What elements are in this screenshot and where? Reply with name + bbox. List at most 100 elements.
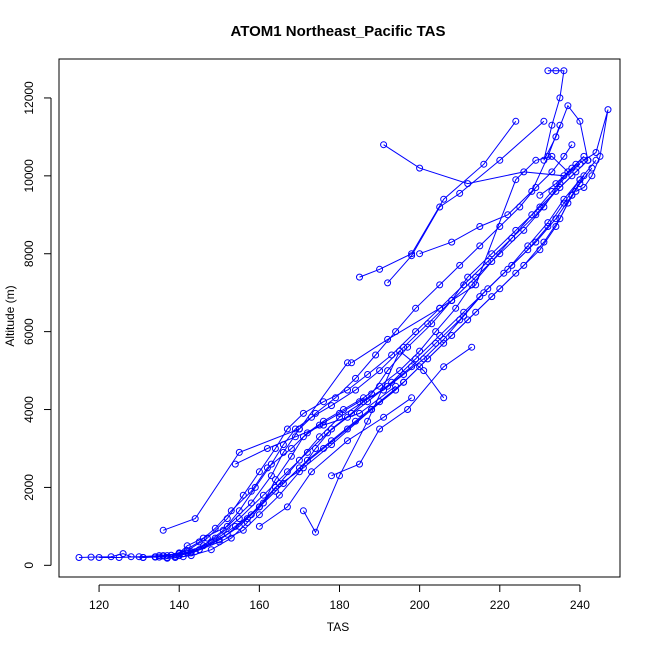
data-point xyxy=(380,413,388,421)
data-point xyxy=(440,339,448,347)
data-point xyxy=(283,425,291,433)
data-point xyxy=(580,184,588,191)
series-line xyxy=(259,397,412,527)
data-point xyxy=(259,491,267,499)
data-point xyxy=(408,252,416,260)
data-point xyxy=(87,553,95,561)
x-axis-label: TAS xyxy=(327,620,349,634)
data-point xyxy=(436,332,444,339)
series-22 xyxy=(243,378,408,523)
data-point xyxy=(440,363,448,371)
series-line xyxy=(235,385,396,465)
data-point xyxy=(568,141,576,149)
data-point xyxy=(552,180,560,188)
data-point xyxy=(516,203,524,211)
y-tick-label: 8000 xyxy=(22,240,36,267)
data-point xyxy=(568,172,576,180)
data-point xyxy=(476,223,484,230)
data-point xyxy=(400,343,408,351)
data-point xyxy=(532,156,540,164)
data-point xyxy=(412,304,420,312)
series-23 xyxy=(231,382,400,468)
data-point xyxy=(299,507,307,515)
data-point xyxy=(536,191,544,199)
data-point xyxy=(119,550,127,558)
data-point xyxy=(408,250,416,258)
data-point xyxy=(207,546,215,554)
data-point xyxy=(500,269,508,277)
data-point xyxy=(556,215,564,223)
data-point xyxy=(376,367,384,375)
data-point xyxy=(464,273,472,281)
data-point xyxy=(476,242,484,250)
data-point xyxy=(436,203,444,211)
data-point xyxy=(328,441,335,449)
data-point xyxy=(548,152,556,160)
data-point xyxy=(312,445,319,452)
data-point xyxy=(440,195,448,203)
series-16 xyxy=(416,121,564,258)
data-point xyxy=(552,223,560,230)
data-point xyxy=(532,238,540,246)
data-point xyxy=(512,226,520,234)
data-point xyxy=(344,413,351,421)
data-point xyxy=(436,304,444,312)
data-point xyxy=(404,406,412,413)
series-line xyxy=(387,120,545,284)
series-5 xyxy=(95,176,584,561)
data-point xyxy=(372,351,380,359)
data-point xyxy=(432,339,440,347)
y-tick-label: 0 xyxy=(22,562,36,569)
data-point xyxy=(508,261,516,269)
data-point xyxy=(303,456,311,464)
data-point xyxy=(532,211,540,219)
data-point xyxy=(548,121,556,129)
series-17 xyxy=(540,67,592,164)
data-point xyxy=(480,289,488,297)
data-point xyxy=(532,184,540,191)
x-tick-label: 180 xyxy=(329,598,349,612)
data-point xyxy=(392,382,400,390)
series-line xyxy=(543,70,589,161)
data-point xyxy=(404,343,412,351)
data-point xyxy=(239,491,247,499)
data-point xyxy=(416,363,424,371)
data-point xyxy=(287,452,295,460)
data-point xyxy=(504,265,512,273)
series-13 xyxy=(356,117,520,281)
data-point xyxy=(275,491,283,499)
data-point xyxy=(416,347,424,355)
x-tick-label: 220 xyxy=(490,598,510,612)
plot-frame xyxy=(58,58,621,578)
data-point xyxy=(416,250,424,258)
data-point xyxy=(560,152,568,160)
data-point xyxy=(291,433,299,441)
data-point xyxy=(440,335,448,343)
data-point xyxy=(512,176,520,184)
series-line xyxy=(246,381,404,519)
data-point xyxy=(572,168,580,176)
series-line xyxy=(78,144,573,559)
data-point xyxy=(384,335,392,343)
series-line xyxy=(331,346,472,477)
data-point xyxy=(255,522,263,530)
data-point xyxy=(568,191,576,199)
data-point xyxy=(572,187,580,195)
data-point xyxy=(344,425,351,433)
series-21 xyxy=(255,394,416,530)
data-point xyxy=(235,515,243,523)
data-point xyxy=(476,293,484,301)
data-point xyxy=(328,425,335,433)
data-point xyxy=(400,378,408,386)
data-point xyxy=(512,117,520,125)
data-point xyxy=(540,203,548,211)
data-point xyxy=(348,359,355,367)
data-point xyxy=(552,187,560,195)
series-1 xyxy=(75,141,576,561)
data-point xyxy=(320,398,327,406)
series-line xyxy=(99,179,581,558)
data-point xyxy=(187,548,195,556)
series-line xyxy=(163,362,348,531)
data-point xyxy=(287,445,295,452)
data-point xyxy=(163,554,171,561)
